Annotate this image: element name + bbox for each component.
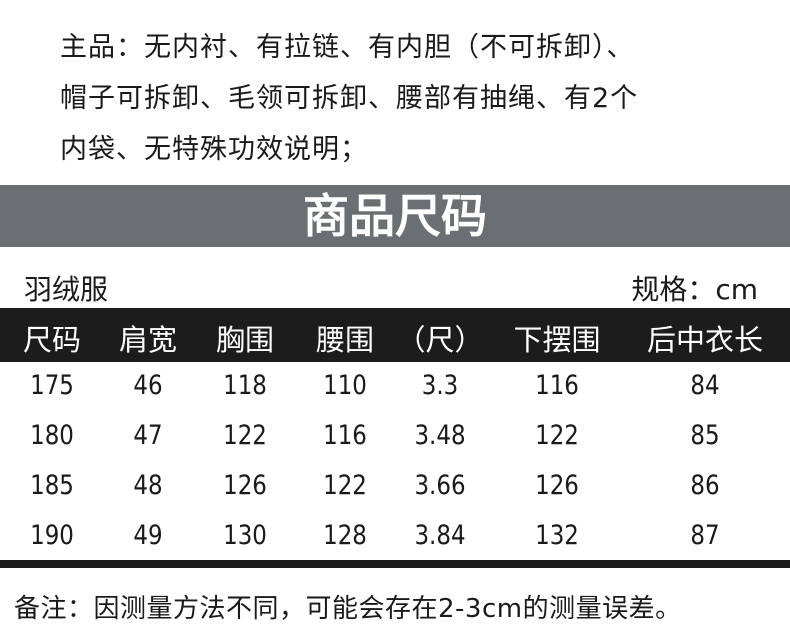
- table-cell: 110: [319, 370, 371, 401]
- cell-value: 180: [30, 420, 74, 451]
- description-line: 主品：无内衬、有拉链、有内胆（不可拆卸）、: [60, 32, 635, 63]
- cell-value: 126: [535, 470, 579, 501]
- table-cell: 85: [688, 420, 722, 451]
- cell-value: 48: [133, 470, 163, 501]
- table-cell: 122: [219, 420, 271, 451]
- column-header: 胸围: [215, 323, 275, 357]
- table-cell: 86: [688, 470, 722, 501]
- table-cell: 47: [131, 420, 165, 451]
- cell-value: 118: [223, 370, 267, 401]
- cell-value: 116: [535, 370, 579, 401]
- cell-value: 190: [30, 520, 74, 551]
- cell-value: 126: [223, 470, 267, 501]
- cell-value: 185: [30, 470, 74, 501]
- table-row: 175 46 118 110 3.3 116 84: [0, 362, 790, 412]
- column-header: 下摆围: [513, 323, 601, 357]
- cell-value: 128: [323, 520, 367, 551]
- cell-value: 3.84: [414, 520, 466, 551]
- table-cell: 175: [26, 370, 78, 401]
- cell-value: 84: [690, 370, 720, 401]
- table-cell: 84: [688, 370, 722, 401]
- table-cell: 116: [531, 370, 583, 401]
- cell-value: 132: [535, 520, 579, 551]
- table-cell: 3.66: [410, 470, 470, 501]
- banner-title: 商品尺码: [303, 189, 487, 243]
- table-cell: 48: [131, 470, 165, 501]
- cell-value: 122: [323, 470, 367, 501]
- table-cell: 180: [26, 420, 78, 451]
- table-cell: 49: [131, 520, 165, 551]
- cell-value: 116: [323, 420, 367, 451]
- table-cell: 3.48: [410, 420, 470, 451]
- description-line: 帽子可拆卸、毛领可拆卸、腰部有抽绳、有2个: [60, 83, 639, 114]
- column-header: 后中衣长: [646, 323, 764, 357]
- cell-value: 3.66: [414, 470, 466, 501]
- cell-value: 3.48: [414, 420, 466, 451]
- table-cell: 190: [26, 520, 78, 551]
- table-cell: 122: [319, 470, 371, 501]
- cell-value: 110: [323, 370, 367, 401]
- table-cell: 126: [531, 470, 583, 501]
- cell-value: 175: [30, 370, 74, 401]
- size-banner: 商品尺码: [0, 185, 790, 247]
- cell-value: 3.3: [421, 370, 459, 401]
- table-cell: 3.84: [410, 520, 470, 551]
- table-cell: 122: [531, 420, 583, 451]
- unit-label: 规格：cm: [631, 273, 758, 306]
- cell-value: 87: [690, 520, 720, 551]
- table-row: 185 48 126 122 3.66 126 86: [0, 462, 790, 512]
- cell-value: 130: [223, 520, 267, 551]
- column-header: （尺）: [396, 323, 484, 357]
- table-cell: 3.3: [419, 370, 462, 401]
- table-cell: 132: [531, 520, 583, 551]
- table-cell: 130: [219, 520, 271, 551]
- cell-value: 122: [535, 420, 579, 451]
- cell-value: 86: [690, 470, 720, 501]
- cell-value: 85: [690, 420, 720, 451]
- product-type: 羽绒服: [24, 273, 109, 306]
- table-cell: 116: [319, 420, 371, 451]
- table-cell: 87: [688, 520, 722, 551]
- cell-value: 47: [133, 420, 163, 451]
- measurement-note: 备注：因测量方法不同，可能会存在2-3cm的测量误差。: [14, 594, 682, 624]
- table-cell: 118: [219, 370, 271, 401]
- table-cell: 185: [26, 470, 78, 501]
- table-cell: 128: [319, 520, 371, 551]
- table-row: 190 49 130 128 3.84 132 87: [0, 512, 790, 562]
- product-description: 主品：无内衬、有拉链、有内胆（不可拆卸）、 帽子可拆卸、毛领可拆卸、腰部有抽绳、…: [60, 22, 638, 175]
- table-cell: 126: [219, 470, 271, 501]
- column-header: 尺码: [22, 323, 82, 357]
- column-header: 腰围: [315, 323, 375, 357]
- table-header: 尺码 肩宽 胸围 腰围 （尺） 下摆围 后中衣长: [0, 308, 790, 362]
- cell-value: 122: [223, 420, 267, 451]
- description-line: 内袋、无特殊功效说明；: [60, 134, 368, 165]
- divider: [0, 560, 790, 568]
- cell-value: 49: [133, 520, 163, 551]
- table-cell: 46: [131, 370, 165, 401]
- table-row: 180 47 122 116 3.48 122 85: [0, 412, 790, 462]
- column-header: 肩宽: [118, 323, 178, 357]
- cell-value: 46: [133, 370, 163, 401]
